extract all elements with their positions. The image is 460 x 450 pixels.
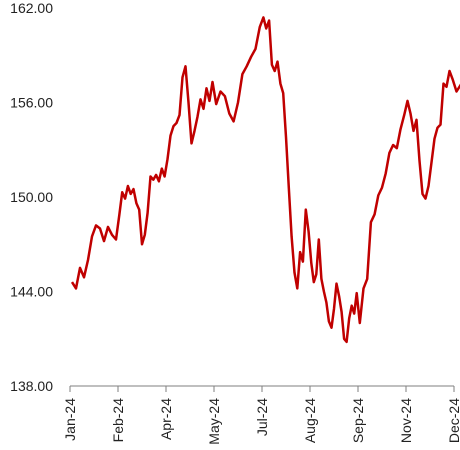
x-tick-label: Feb-24	[110, 398, 126, 443]
x-tick-label: Jan-24	[62, 398, 78, 441]
y-axis: 138.00 144.00 150.00 156.00 162.00	[10, 0, 53, 394]
series-line	[70, 16, 460, 344]
y-tick-label: 162.00	[10, 0, 53, 16]
x-tick-label: Nov-24	[398, 398, 414, 443]
x-tick-label: Dec-24	[446, 398, 460, 443]
y-tick-label: 156.00	[10, 95, 53, 111]
x-axis: Jan-24 Feb-24 Apr-24 May-24 Jul-24 Aug-24 Sep-…	[62, 385, 460, 445]
x-tick-label: Sep-24	[350, 398, 366, 443]
x-tick-label: Apr-24	[158, 398, 174, 440]
x-tick-label: Jul-24	[254, 398, 270, 436]
x-tick-label: May-24	[206, 398, 222, 445]
x-tick-label: Aug-24	[302, 398, 318, 443]
series-group	[70, 16, 460, 344]
y-tick-label: 138.00	[10, 378, 53, 394]
y-tick-label: 144.00	[10, 284, 53, 300]
y-tick-label: 150.00	[10, 189, 53, 205]
